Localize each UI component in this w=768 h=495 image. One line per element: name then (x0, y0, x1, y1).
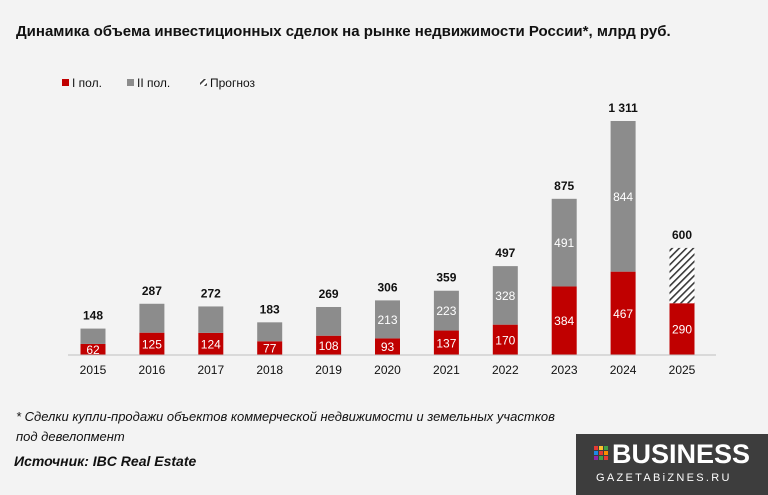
total-label-2016: 287 (142, 284, 162, 298)
bar-h2-2019 (316, 306, 342, 336)
total-label-2017: 272 (201, 286, 221, 300)
total-label-2020: 306 (377, 280, 397, 294)
total-label-2021: 359 (436, 271, 456, 285)
x-tick-2020: 2020 (374, 363, 401, 377)
logo-text: BUSINESS (612, 439, 751, 469)
bar-h1-2022 (492, 324, 518, 355)
x-tick-2017: 2017 (197, 363, 224, 377)
total-label-2019: 269 (319, 287, 339, 301)
legend-swatch-3 (200, 79, 207, 86)
segment-label-h1-2017: 124 (201, 337, 221, 351)
bar-h2-2023 (551, 198, 577, 287)
segment-label-h1-2022: 170 (495, 333, 515, 347)
segment-label-h2-2021: 223 (436, 304, 456, 318)
segment-label-h1-2023: 384 (554, 314, 574, 328)
total-label-2024: 1 311 (608, 101, 638, 115)
x-tick-2023: 2023 (551, 363, 578, 377)
legend-swatch-1 (62, 79, 69, 86)
bar-h2-2020 (375, 300, 400, 339)
bar-forecast-2025 (669, 247, 695, 304)
legend-label-1: I пол. (72, 76, 102, 90)
segment-label-h1-2024: 467 (613, 307, 633, 321)
bar-h1-2015 (80, 343, 106, 355)
total-label-2015: 148 (83, 309, 103, 323)
bar-h1-2016 (139, 332, 165, 355)
bar-h2-2022 (492, 266, 518, 325)
bar-h2-2015 (80, 328, 106, 344)
segment-label-h1-2021: 137 (436, 336, 456, 350)
legend-swatch-2 (127, 79, 134, 86)
segment-label-h1-2025: 290 (672, 323, 692, 337)
segment-label-h1-2015: 62 (86, 343, 100, 357)
legend-label-3: Прогноз (210, 76, 256, 90)
bar-h1-2020 (375, 338, 400, 355)
business-logo: BUSINESS GAZETABiZNES.RU (576, 434, 768, 495)
segment-label-h1-2020: 93 (381, 340, 395, 354)
chart-legend: I пол. II пол. Прогноз (62, 76, 256, 90)
chart-source: Источник: IBC Real Estate (14, 453, 197, 469)
bar-chart: I пол. II пол. Прогноз 62 148 125 287 124 272 77… (62, 76, 716, 377)
x-tick-2022: 2022 (492, 363, 519, 377)
x-tick-2025: 2025 (669, 363, 696, 377)
bar-h1-2023 (551, 286, 577, 355)
total-label-2023: 875 (554, 179, 574, 193)
segment-label-h2-2020: 213 (377, 313, 397, 327)
bar-h2-2021 (433, 290, 459, 331)
chart-footnote: * Сделки купли-продажи объектов коммерче… (16, 409, 555, 444)
bars-group: 62 148 125 287 124 272 77 183 108 269 93 213 306 137 2… (80, 101, 695, 357)
bar-h1-2024 (610, 271, 636, 355)
logo-grid-icon (594, 446, 608, 460)
total-label-2022: 497 (495, 246, 515, 260)
x-tick-2018: 2018 (256, 363, 283, 377)
bar-h2-2024 (610, 121, 636, 272)
segment-label-h1-2019: 108 (319, 339, 339, 353)
segment-label-h2-2022: 328 (495, 289, 515, 303)
segment-label-h2-2024: 844 (613, 190, 633, 204)
segment-label-h2-2023: 491 (554, 236, 574, 250)
x-tick-2024: 2024 (610, 363, 637, 377)
segment-label-h1-2018: 77 (263, 342, 277, 356)
bar-h1-2019 (316, 335, 342, 355)
x-tick-2019: 2019 (315, 363, 342, 377)
chart-title: Динамика объема инвестиционных сделок на… (16, 23, 671, 40)
bar-h1-2021 (433, 330, 459, 355)
x-tick-2016: 2016 (139, 363, 166, 377)
bar-h1-2017 (198, 332, 224, 355)
x-tick-labels: 2015 2016 2017 2018 2019 2020 2021 2022 2023 2024… (80, 363, 696, 377)
segment-label-h1-2016: 125 (142, 337, 162, 351)
total-label-2025: 600 (672, 228, 692, 242)
legend-label-2: II пол. (137, 76, 170, 90)
bar-h1-2025 (669, 303, 695, 355)
x-tick-2015: 2015 (80, 363, 107, 377)
logo-subtext: GAZETABiZNES.RU (596, 472, 732, 484)
bar-h2-2018 (257, 322, 283, 342)
bar-h2-2016 (139, 303, 165, 333)
x-tick-2021: 2021 (433, 363, 460, 377)
bar-h1-2018 (257, 341, 283, 355)
bar-h2-2017 (198, 306, 224, 333)
total-label-2018: 183 (260, 302, 280, 316)
